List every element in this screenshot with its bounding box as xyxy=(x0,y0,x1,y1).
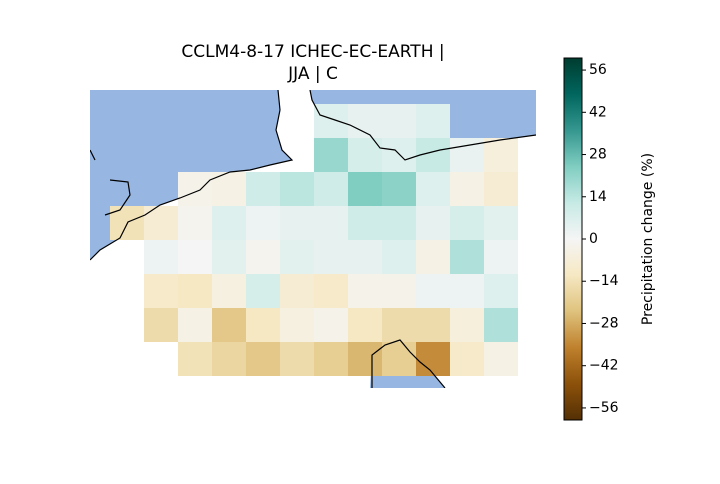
grid-cell xyxy=(314,104,348,138)
grid-cell xyxy=(144,308,178,342)
grid-cell xyxy=(314,342,348,376)
grid-cell xyxy=(280,308,314,342)
grid-cell xyxy=(484,240,518,274)
grid-cell xyxy=(212,172,246,206)
grid-cell xyxy=(178,308,212,342)
grid-cell xyxy=(246,308,280,342)
grid-cell xyxy=(450,206,484,240)
grid-cell xyxy=(382,104,416,138)
colorbar-tick-label: 28 xyxy=(589,147,607,163)
colorbar-tick-label: −28 xyxy=(589,315,619,331)
grid-cell xyxy=(246,274,280,308)
grid-cell xyxy=(382,308,416,342)
grid-cell xyxy=(246,172,280,206)
grid-cell xyxy=(314,206,348,240)
grid-cell xyxy=(280,206,314,240)
grid-cell xyxy=(382,240,416,274)
chart-title: CCLM4-8-17 ICHEC-EC-EARTH | xyxy=(181,42,444,62)
colorbar-label: Precipitation change (%) xyxy=(640,153,656,325)
grid-cell xyxy=(280,274,314,308)
grid-cell xyxy=(144,274,178,308)
grid-cell xyxy=(212,308,246,342)
grid-cell xyxy=(178,274,212,308)
grid-cell xyxy=(314,274,348,308)
grid-cell xyxy=(416,308,450,342)
grid-cell xyxy=(348,172,382,206)
colorbar: −56 −42 −28 −14 0 14 28 42 56 xyxy=(563,57,619,421)
colorbar-tick-label: 42 xyxy=(589,104,607,120)
grid-cell xyxy=(382,172,416,206)
grid-cell xyxy=(382,138,416,172)
grid-cell xyxy=(314,172,348,206)
grid-cell xyxy=(450,274,484,308)
grid-cell xyxy=(314,138,348,172)
chart-title: JJA | C xyxy=(287,64,338,84)
colorbar-tick-label: 14 xyxy=(589,189,607,205)
grid-cell xyxy=(484,308,518,342)
grid-cell xyxy=(348,274,382,308)
colorbar-gradient xyxy=(563,57,583,421)
grid-cell xyxy=(246,206,280,240)
grid-cell xyxy=(450,172,484,206)
coastline xyxy=(90,90,536,388)
grid-cell xyxy=(348,342,382,376)
grid-cell xyxy=(416,172,450,206)
grid-cell xyxy=(382,342,416,376)
grid-cells xyxy=(110,104,518,376)
grid-cell xyxy=(416,274,450,308)
grid-cell xyxy=(416,206,450,240)
grid-cell xyxy=(416,240,450,274)
grid-cell xyxy=(212,274,246,308)
grid-cell xyxy=(382,206,416,240)
colorbar-tick-label: −42 xyxy=(589,358,619,374)
grid-cell xyxy=(212,206,246,240)
grid-cell xyxy=(314,308,348,342)
grid-cell xyxy=(450,342,484,376)
grid-cell xyxy=(348,206,382,240)
grid-cell xyxy=(416,342,450,376)
colorbar-tick-label: 0 xyxy=(589,231,598,247)
grid-cell xyxy=(484,274,518,308)
grid-cell xyxy=(450,240,484,274)
grid-cell xyxy=(246,342,280,376)
map xyxy=(90,90,536,388)
grid-cell xyxy=(178,172,212,206)
grid-cell xyxy=(144,240,178,274)
grid-cell xyxy=(246,240,280,274)
grid-cell xyxy=(280,240,314,274)
colorbar-tick-label: −14 xyxy=(589,273,619,289)
grid-cell xyxy=(450,308,484,342)
grid-cell xyxy=(314,240,348,274)
grid-cell xyxy=(484,138,518,172)
grid-cell xyxy=(382,274,416,308)
grid-cell xyxy=(178,206,212,240)
grid-cell xyxy=(178,240,212,274)
colorbar-tick-label: −56 xyxy=(589,400,619,416)
grid-cell xyxy=(484,342,518,376)
grid-cell xyxy=(212,342,246,376)
grid-cell xyxy=(484,172,518,206)
grid-cell xyxy=(144,206,178,240)
grid-cell xyxy=(280,172,314,206)
grid-cell xyxy=(280,342,314,376)
grid-cell xyxy=(348,308,382,342)
colorbar-tick-label: 56 xyxy=(589,62,607,78)
grid-cell xyxy=(212,240,246,274)
grid-cell xyxy=(416,104,450,138)
grid-cell xyxy=(178,342,212,376)
grid-cell xyxy=(348,240,382,274)
grid-cell xyxy=(484,206,518,240)
